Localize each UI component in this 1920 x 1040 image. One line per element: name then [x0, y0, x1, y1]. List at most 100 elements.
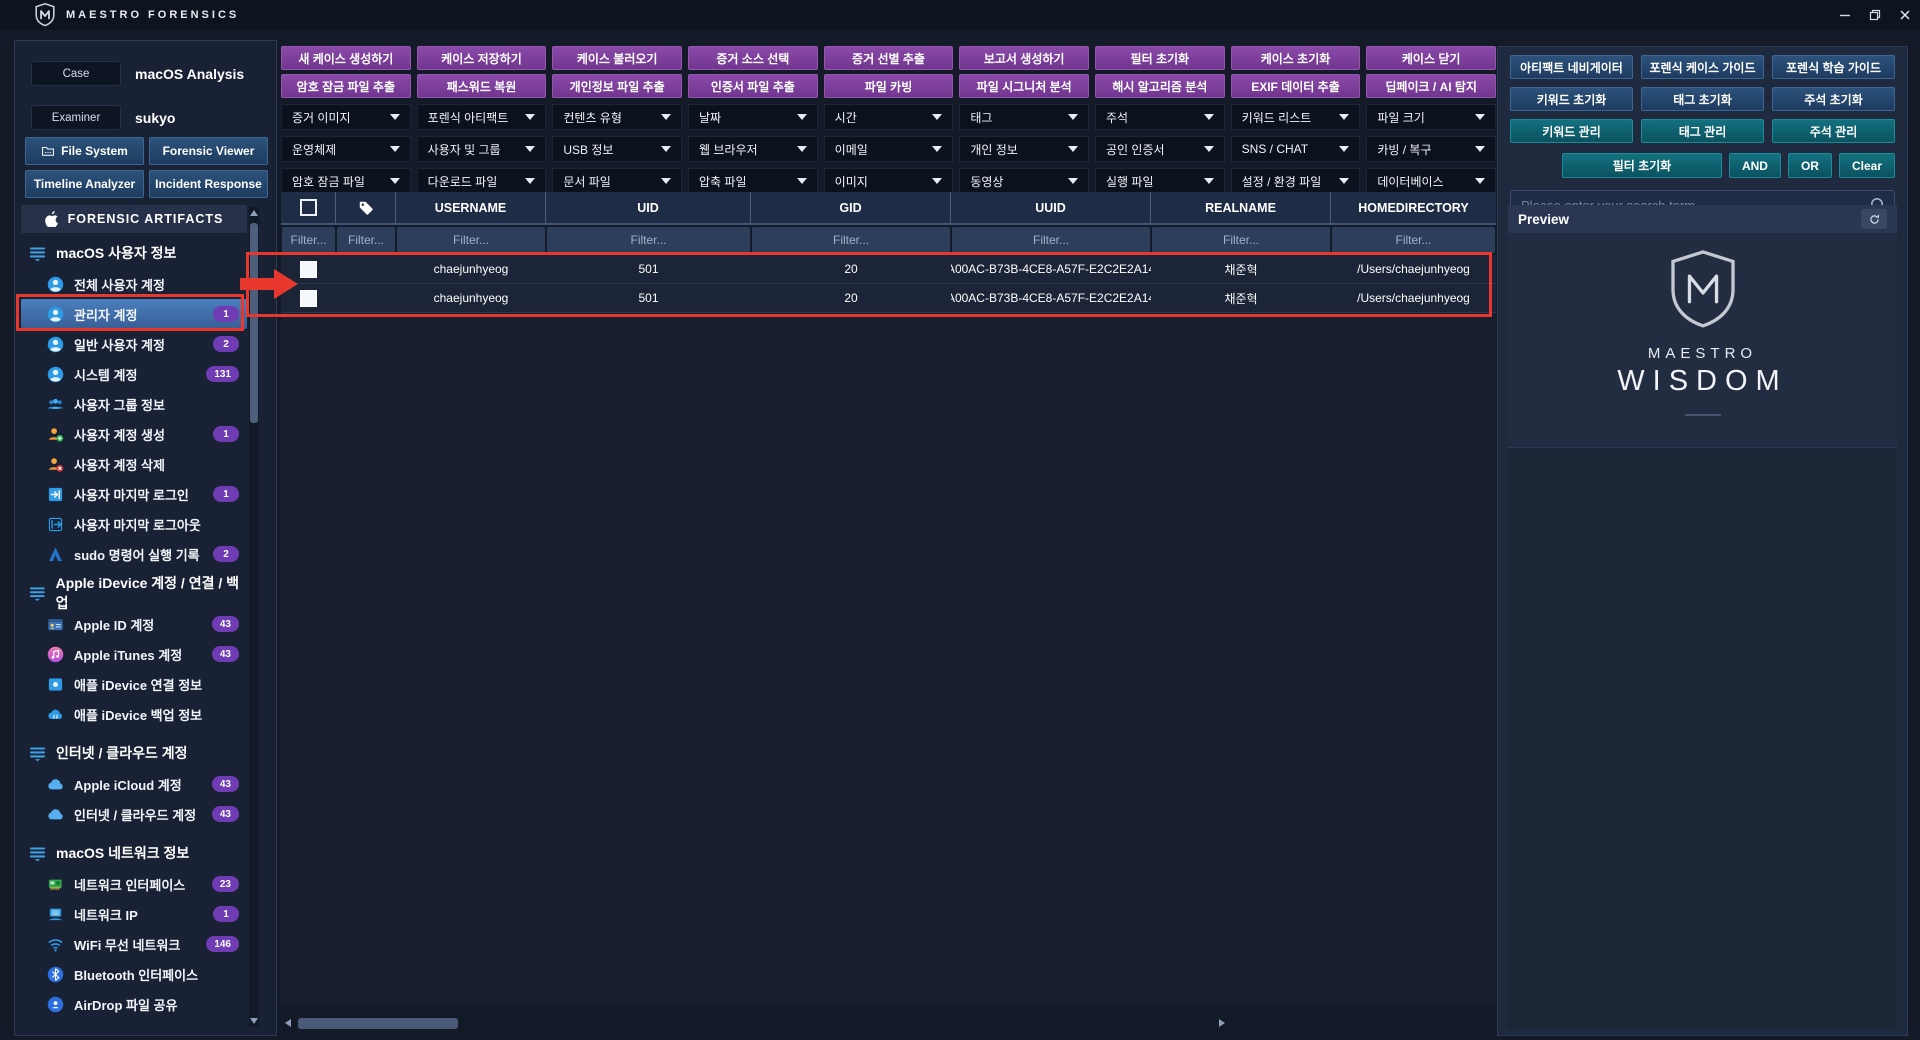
filter-dropdown[interactable]: 사용자 및 그룹 [416, 136, 547, 162]
filter-dropdown[interactable]: 개인 정보 [959, 136, 1089, 162]
row-checkbox[interactable] [300, 260, 317, 278]
annotation-reset-button[interactable]: 주석 초기화 [1772, 87, 1895, 111]
tree-section-3[interactable]: macOS 네트워크 정보 [21, 837, 247, 869]
tree-item[interactable]: Bluetooth 인터페이스 [21, 959, 247, 989]
filter-dropdown[interactable]: 태그 [959, 104, 1089, 130]
tree-item[interactable]: 사용자 그룹 정보 [21, 389, 247, 419]
clear-button[interactable]: Clear [1838, 153, 1895, 178]
tree-section-2[interactable]: 인터넷 / 클라우드 계정 [21, 737, 247, 769]
preview-refresh-button[interactable] [1861, 209, 1887, 229]
tree-item[interactable]: Apple iCloud 계정 43 [21, 769, 247, 799]
filter-dropdown[interactable]: 동영상 [959, 168, 1089, 194]
filter-input[interactable] [952, 227, 1150, 253]
select-all-checkbox[interactable] [299, 199, 317, 216]
tree-item[interactable]: 사용자 마지막 로그인 1 [21, 479, 247, 509]
table-horizontal-scrollbar[interactable] [282, 1017, 1228, 1030]
artifact-navigator-button[interactable]: 아티팩트 네비게이터 [1510, 55, 1633, 79]
filter-dropdown[interactable]: 이미지 [823, 168, 954, 194]
minimize-button[interactable] [1830, 0, 1860, 30]
filter-input[interactable] [547, 227, 750, 253]
forensic-viewer-button[interactable]: Forensic Viewer [149, 137, 268, 165]
action-button[interactable]: 증거 소스 선택 [688, 46, 818, 70]
action-button[interactable]: 해시 알고리즘 분석 [1095, 74, 1225, 98]
tree-item[interactable]: 사용자 계정 생성 1 [21, 419, 247, 449]
tree-item[interactable]: 일반 사용자 계정 2 [21, 329, 247, 359]
action-button[interactable]: 인증서 파일 추출 [688, 74, 818, 98]
scroll-up-icon[interactable] [250, 210, 258, 216]
tree-item[interactable]: 전체 사용자 계정 [21, 269, 247, 299]
scroll-down-icon[interactable] [250, 1018, 258, 1024]
filter-dropdown[interactable]: 데이터베이스 [1366, 168, 1496, 194]
filter-dropdown[interactable]: 카빙 / 복구 [1366, 136, 1496, 162]
and-button[interactable]: AND [1728, 153, 1781, 178]
tree-item[interactable]: AirDrop 파일 공유 [21, 989, 247, 1019]
filter-dropdown[interactable]: 키워드 리스트 [1230, 104, 1361, 130]
tree-item[interactable]: WiFi 무선 네트워크 146 [21, 929, 247, 959]
row-checkbox-cell[interactable] [281, 284, 336, 312]
action-button[interactable]: 암호 잠금 파일 추출 [281, 74, 411, 98]
filter-dropdown[interactable]: 문서 파일 [552, 168, 682, 194]
filter-input[interactable] [1152, 227, 1330, 253]
timeline-analyzer-button[interactable]: Timeline Analyzer [25, 170, 144, 198]
preview-split-handle[interactable] [1684, 414, 1721, 416]
tree-item[interactable]: 네트워크 인터페이스 23 [21, 869, 247, 899]
column-header-uuid[interactable]: UUID [951, 192, 1151, 223]
action-button[interactable]: 보고서 생성하기 [959, 46, 1089, 70]
tree-item[interactable]: 애플 iDevice 연결 정보 [21, 669, 247, 699]
action-button[interactable]: 새 케이스 생성하기 [281, 46, 411, 70]
filter-dropdown[interactable]: 설정 / 환경 파일 [1230, 168, 1361, 194]
column-header-realname[interactable]: REALNAME [1151, 192, 1331, 223]
action-button[interactable]: 케이스 불러오기 [552, 46, 682, 70]
filter-reset-button[interactable]: 필터 초기화 [1561, 153, 1722, 178]
filter-dropdown[interactable]: 컨텐츠 유형 [552, 104, 682, 130]
action-button[interactable]: 케이스 저장하기 [416, 46, 547, 70]
tree-item[interactable]: sudo 명령어 실행 기록 2 [21, 539, 247, 569]
sidebar-scrollbar[interactable] [249, 207, 259, 1027]
tree-item[interactable]: Apple ID 계정 43 [21, 609, 247, 639]
tree-item[interactable]: 관리자 계정 1 [21, 299, 247, 329]
filter-dropdown[interactable]: 공인 인증서 [1095, 136, 1225, 162]
tree-item[interactable]: Apple iTunes 계정 43 [21, 639, 247, 669]
table-row[interactable]: chaejunhyeog 501 20 A00AC-B73B-4CE8-A57F-E2… [281, 284, 1496, 313]
tree-item[interactable]: 애플 iDevice 백업 정보 [21, 699, 247, 729]
forensic-learning-guide-button[interactable]: 포렌식 학습 가이드 [1772, 55, 1895, 79]
filter-dropdown[interactable]: 주석 [1095, 104, 1225, 130]
close-button[interactable] [1890, 0, 1920, 30]
scroll-right-icon[interactable] [1219, 1019, 1225, 1027]
filter-dropdown[interactable]: 포렌식 아티팩트 [416, 104, 547, 130]
filter-dropdown[interactable]: 운영체제 [281, 136, 411, 162]
filter-input[interactable] [752, 227, 950, 253]
filter-dropdown[interactable]: 압축 파일 [688, 168, 818, 194]
filter-dropdown[interactable]: 파일 크기 [1366, 104, 1496, 130]
scroll-left-icon[interactable] [285, 1019, 291, 1027]
action-button[interactable]: 패스워드 복원 [416, 74, 547, 98]
filter-dropdown[interactable]: 실행 파일 [1095, 168, 1225, 194]
filter-input[interactable] [282, 227, 335, 253]
action-button[interactable]: 케이스 닫기 [1366, 46, 1496, 70]
filter-dropdown[interactable]: 암호 잠금 파일 [281, 168, 411, 194]
tree-item[interactable]: 사용자 계정 삭제 [21, 449, 247, 479]
incident-response-button[interactable]: Incident Response [149, 170, 268, 198]
table-scroll-thumb[interactable] [298, 1018, 458, 1029]
sidebar-scroll-thumb[interactable] [250, 223, 258, 423]
column-header-uid[interactable]: UID [546, 192, 751, 223]
keyword-reset-button[interactable]: 키워드 초기화 [1510, 87, 1633, 111]
filter-input[interactable] [1332, 227, 1495, 253]
maximize-button[interactable] [1860, 0, 1890, 30]
filter-input[interactable] [337, 227, 395, 253]
filter-input[interactable] [397, 227, 545, 253]
or-button[interactable]: OR [1787, 153, 1832, 178]
column-header-gid[interactable]: GID [751, 192, 951, 223]
action-button[interactable]: 딥페이크 / AI 탐지 [1366, 74, 1496, 98]
filter-dropdown[interactable]: USB 정보 [552, 136, 682, 162]
tree-item[interactable]: 인터넷 / 클라우드 계정 43 [21, 799, 247, 829]
filter-dropdown[interactable]: 웹 브라우저 [688, 136, 818, 162]
action-button[interactable]: 케이스 초기화 [1230, 46, 1361, 70]
filter-dropdown[interactable]: 다운로드 파일 [416, 168, 547, 194]
filter-dropdown[interactable]: 시간 [823, 104, 954, 130]
filter-dropdown[interactable]: 이메일 [823, 136, 954, 162]
column-header-username[interactable]: USERNAME [396, 192, 546, 223]
tree-section-0[interactable]: macOS 사용자 정보 [21, 237, 247, 269]
tree-item[interactable]: 네트워크 IP 1 [21, 899, 247, 929]
tree-section-1[interactable]: Apple iDevice 계정 / 연결 / 백업 [21, 575, 247, 611]
